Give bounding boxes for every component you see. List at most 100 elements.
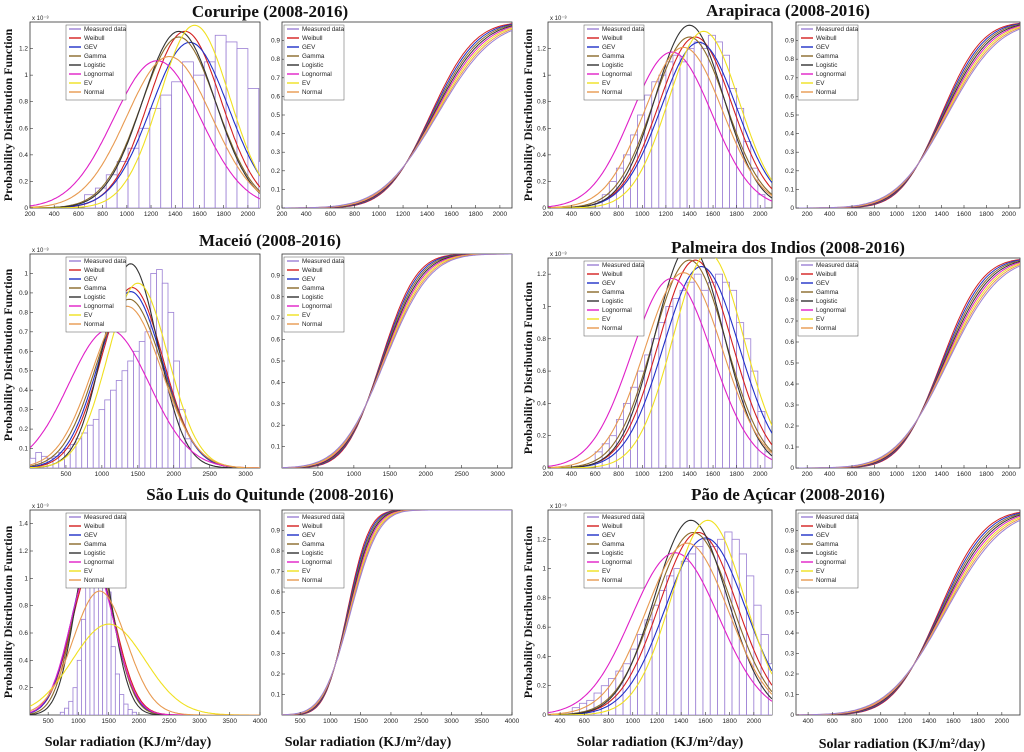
x-tick-label: 1000 — [323, 718, 338, 725]
x-tick-label: 1800 — [979, 471, 994, 478]
x-tick-label: 800 — [613, 471, 624, 478]
y-tick-label: 0.8 — [537, 336, 546, 343]
histogram-bar — [658, 590, 668, 715]
y-tick-label: 1 — [24, 575, 28, 582]
y-tick-label: 0.4 — [19, 657, 28, 664]
fit-curve-normal — [30, 56, 260, 208]
legend-label-gev: GEV — [302, 276, 316, 283]
legend-label-weibull: Weibull — [602, 35, 623, 42]
y-tick-label: 0.6 — [271, 93, 280, 100]
legend-label-ev: EV — [816, 80, 825, 87]
y-tick-label: 0.1 — [271, 186, 280, 193]
legend-label-logistic: Logistic — [302, 294, 323, 301]
x-tick-label: 600 — [847, 471, 858, 478]
histogram-bar — [106, 591, 112, 715]
x-tick-label: 1500 — [383, 471, 398, 478]
x-tick-label: 2000 — [241, 211, 256, 218]
legend-label-normal: Normal — [816, 577, 836, 584]
x-tick-label: 1200 — [144, 211, 159, 218]
legend-4: Measured data Weibull GEV Gamma Logistic Logn… — [65, 256, 127, 333]
histogram-bar — [214, 34, 227, 208]
y-axis-label-row3-right: Probability Distribution Function — [521, 525, 535, 698]
y-tick-label: 0.4 — [785, 381, 794, 388]
fit-curve-normal — [548, 542, 772, 715]
y-tick-label: 1.4 — [19, 521, 28, 528]
x-axis-label-1: Solar radiation (KJ/m²/day) — [45, 735, 212, 750]
y-tick-label: 1 — [542, 566, 546, 573]
y-scale-exponent: x 10⁻³ — [550, 504, 567, 510]
y-tick-label: 0.5 — [271, 112, 280, 119]
x-tick-label: 1400 — [682, 471, 697, 478]
y-tick-label: 0.4 — [537, 152, 546, 159]
x-tick-label: 400 — [566, 471, 577, 478]
legend-label-weibull: Weibull — [602, 271, 623, 278]
fit-curve-normal — [548, 272, 772, 468]
x-tick-label: 1400 — [922, 718, 937, 725]
panel-3-cdf: 200 400 600 800 1000 1200 1400 1600 1800 2000 0 0.1… — [785, 21, 1021, 218]
panel-8-pdf: x 10⁻³ 500 1000 1500 2000 2500 3000 3500 4000 0.2… — [19, 504, 268, 725]
legend-6: Measured data Weibull GEV Gamma Logistic Logn… — [583, 260, 645, 337]
legend-label-gamma: Gamma — [84, 541, 107, 548]
x-tick-label: 1400 — [682, 211, 697, 218]
panel-7-plot-area — [796, 259, 1020, 468]
y-tick-label: 0.2 — [19, 685, 28, 692]
legend-label-lognormal: Lognormal — [84, 71, 114, 78]
x-tick-label: 500 — [61, 471, 72, 478]
y-tick-label: 0.4 — [271, 379, 280, 386]
histogram-bar — [236, 48, 249, 208]
y-tick-label: 0.4 — [19, 387, 28, 394]
histogram-bar — [686, 281, 695, 468]
legend-label-ev: EV — [84, 568, 93, 575]
x-tick-label: 1000 — [626, 718, 641, 725]
histogram-bar — [700, 289, 709, 468]
y-axis-label-row2-right: Probability Distribution Function — [521, 281, 535, 454]
y-tick-label: 0.4 — [537, 653, 546, 660]
y-tick-label: 0.9 — [785, 276, 794, 283]
histogram-bar — [672, 54, 681, 208]
fit-curve-ev — [30, 623, 260, 715]
histogram-bar — [658, 322, 667, 468]
x-tick-label: 1600 — [946, 718, 961, 725]
fit-curve-logistic — [30, 30, 260, 208]
histogram-bar — [144, 331, 152, 468]
x-tick-label: 2000 — [753, 471, 768, 478]
y-tick-label: 0 — [542, 712, 546, 719]
histogram-bar — [131, 711, 137, 715]
y-tick-label: 0.1 — [271, 692, 280, 699]
legend-label-measured-data: Measured data — [302, 514, 345, 521]
histogram-bar — [68, 700, 74, 715]
histogram-bar — [665, 306, 674, 468]
legend-label-logistic: Logistic — [816, 62, 837, 69]
y-tick-label: 0.8 — [785, 56, 794, 63]
x-tick-label: 400 — [555, 718, 566, 725]
x-tick-label: 3000 — [238, 471, 253, 478]
fit-curve-logistic — [30, 532, 260, 715]
x-tick-label: 1800 — [468, 211, 483, 218]
legend-10: Measured data Weibull GEV Gamma Logistic Logn… — [583, 512, 645, 589]
y-tick-label: 0.9 — [271, 528, 280, 535]
x-tick-label: 1000 — [890, 471, 905, 478]
legend-label-ev: EV — [84, 80, 93, 87]
legend-label-logistic: Logistic — [84, 550, 105, 557]
histogram-bar — [700, 48, 709, 208]
legend-label-lognormal: Lognormal — [816, 71, 846, 78]
cdf-curve-measured-data — [282, 510, 512, 715]
histogram-bar — [709, 546, 718, 715]
x-tick-label: 1000 — [347, 471, 362, 478]
legend-label-normal: Normal — [816, 325, 836, 332]
fit-curve-logistic — [548, 24, 772, 208]
y-tick-label: 0.1 — [785, 692, 794, 699]
histogram-bar — [127, 709, 133, 715]
y-tick-label: 0.3 — [785, 149, 794, 156]
fit-curve-gamma — [548, 259, 772, 468]
y-tick-label: 0 — [542, 465, 546, 472]
legend-label-logistic: Logistic — [84, 294, 105, 301]
legend-label-lognormal: Lognormal — [816, 559, 846, 566]
legend-label-ev: EV — [816, 568, 825, 575]
fit-curve-normal — [548, 46, 772, 208]
x-tick-label: 800 — [851, 718, 862, 725]
panel-8-plot-area — [30, 523, 260, 715]
histogram-bar — [193, 74, 205, 208]
x-tick-label: 800 — [613, 211, 624, 218]
legend-label-gev: GEV — [816, 280, 830, 287]
